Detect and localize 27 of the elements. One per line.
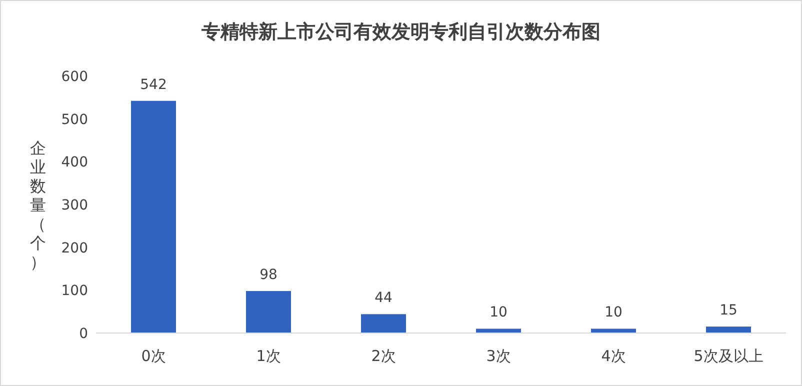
y-tick-label: 600: [61, 69, 88, 85]
data-label: 44: [374, 290, 392, 306]
y-tick-label: 300: [61, 198, 88, 214]
x-tick-label: 4次: [601, 347, 626, 365]
y-tick-label: 0: [79, 326, 88, 342]
y-tick-label: 500: [61, 112, 88, 128]
x-tick-label: 1次: [256, 347, 281, 365]
bar: [131, 100, 176, 333]
bar: [246, 291, 291, 333]
y-tick-label: 100: [61, 283, 88, 300]
data-label: 98: [260, 267, 278, 284]
data-label: 10: [604, 304, 622, 321]
y-tick-label: 400: [61, 154, 88, 171]
bar: [706, 326, 751, 333]
x-tick-label: 3次: [486, 347, 511, 365]
x-tick-label: 0次: [141, 347, 166, 365]
data-label: 15: [720, 302, 738, 319]
x-tick-label: 5次及以上: [694, 347, 764, 365]
data-label: 542: [140, 76, 167, 93]
bar: [476, 328, 521, 333]
x-tick-label: 2次: [371, 347, 396, 365]
chart-title: 专精特新上市公司有效发明专利自引次数分布图: [200, 21, 600, 43]
y-tick-label: 200: [61, 240, 88, 256]
y-axis-title: 企业数量（个）: [30, 138, 46, 272]
data-label: 10: [490, 304, 508, 321]
bar: [591, 328, 636, 333]
bar: [361, 314, 406, 333]
